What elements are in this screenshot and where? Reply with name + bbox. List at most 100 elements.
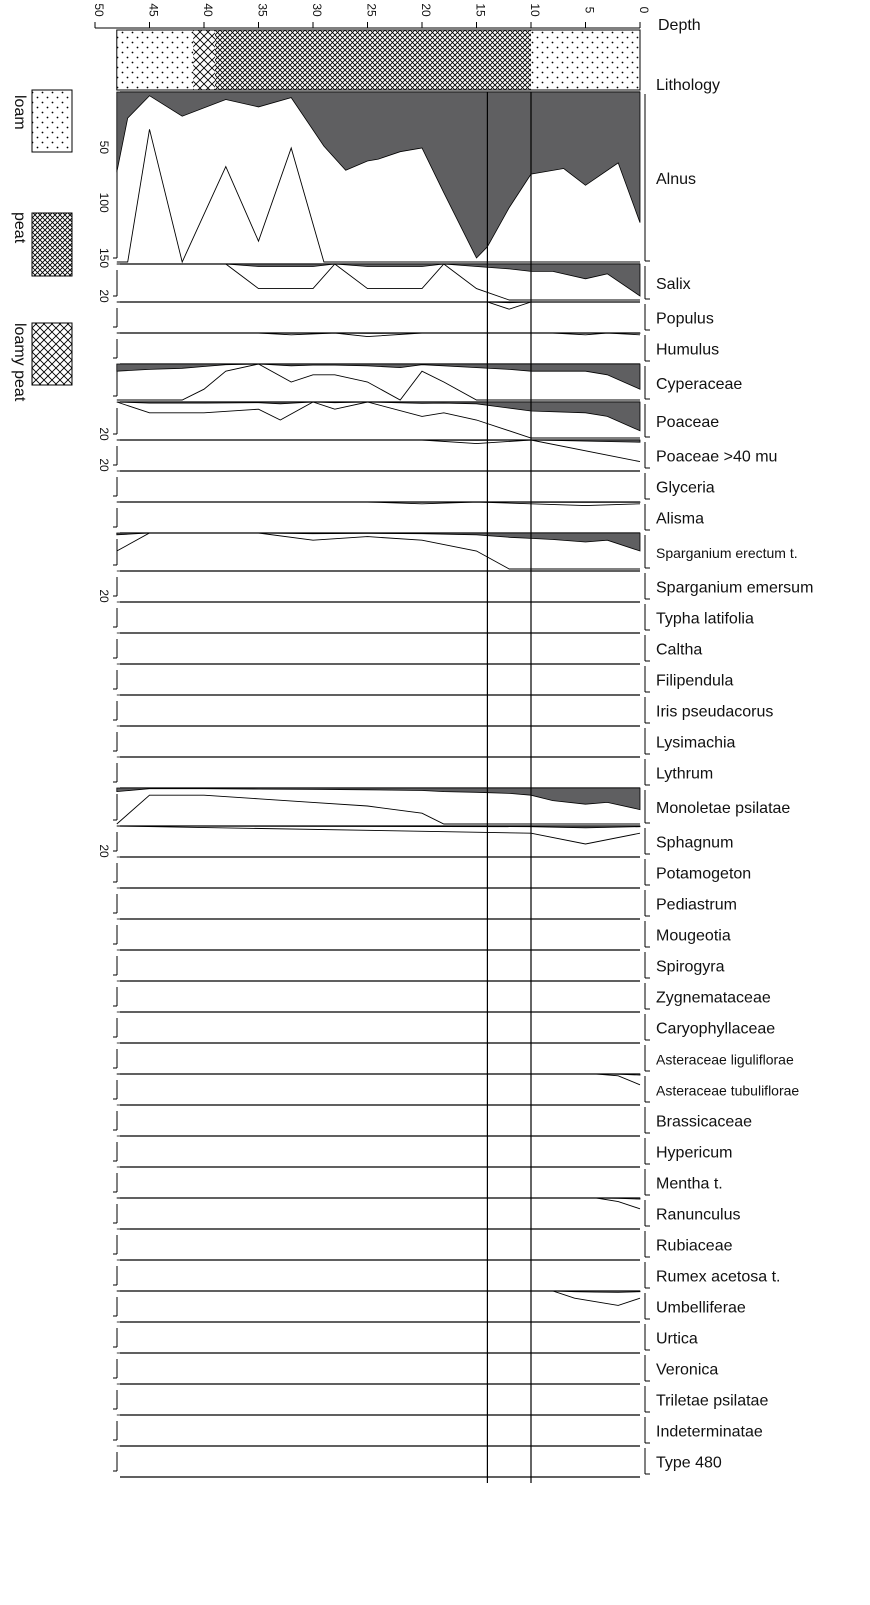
- depth-tick-label: 10: [528, 3, 542, 17]
- lithology-title: Lithology: [656, 77, 720, 94]
- taxon-label: Lythrum: [656, 766, 713, 783]
- panel-ranunculus: Ranunculus: [113, 1197, 741, 1227]
- panel-triletae-psilatae: Triletae psilatae: [113, 1383, 768, 1413]
- legend-label: loamy peat: [11, 323, 28, 402]
- depth-tick-label: 15: [474, 3, 488, 17]
- taxon-label: Mougeotia: [656, 928, 731, 945]
- panel-exaggeration-curve: [116, 501, 641, 507]
- taxon-label: Asteraceae tubuliflorae: [656, 1083, 799, 1099]
- taxon-label: Mentha t.: [656, 1176, 723, 1193]
- depth-tick-label: 0: [637, 7, 651, 14]
- taxon-label: Zygnemataceae: [656, 990, 771, 1007]
- panel-potamogeton: Potamogeton: [113, 856, 751, 886]
- panel-silhouette: [116, 825, 641, 829]
- taxon-label: Urtica: [656, 1331, 698, 1348]
- panel-hypericum: Hypericum: [113, 1135, 732, 1165]
- panel-spirogyra: Spirogyra: [113, 949, 725, 979]
- panel-pediastrum: Pediastrum: [113, 887, 737, 917]
- panel-salix: 20 Salix: [97, 263, 691, 303]
- panel-scale-label: 20: [97, 427, 111, 441]
- taxon-label: Type 480: [656, 1455, 722, 1472]
- panel-silhouette: [116, 363, 641, 390]
- panel-brassicaceae: Brassicaceae: [113, 1104, 752, 1134]
- panel-zygnemataceae: Zygnemataceae: [113, 980, 771, 1010]
- legend-swatch-peat: [31, 212, 73, 277]
- lithology-column: [116, 29, 641, 91]
- taxon-label: Indeterminatae: [656, 1424, 763, 1441]
- depth-tick-label: 5: [583, 7, 597, 14]
- lithology-frame: [116, 29, 641, 91]
- panel-exaggeration-curve: [116, 794, 640, 825]
- panel-scale-label: 20: [97, 589, 111, 603]
- panel-typha-latifolia: Typha latifolia: [113, 601, 754, 631]
- taxon-label: Humulus: [656, 342, 719, 359]
- taxon-label: Brassicaceae: [656, 1114, 752, 1131]
- panel-scale-label: 100: [97, 193, 111, 213]
- taxon-label: Veronica: [656, 1362, 718, 1379]
- panel-scale-label: 150: [97, 248, 111, 268]
- depth-axis: 0 5 10 15 20 25 30 35 40 45 50: [92, 3, 651, 29]
- taxon-label: Pediastrum: [656, 897, 737, 914]
- taxon-label: Alisma: [656, 511, 704, 528]
- panel-exaggeration-curve: [116, 301, 640, 310]
- depth-tick-label: 25: [365, 3, 379, 17]
- taxon-label: Rubiaceae: [656, 1238, 733, 1255]
- panel-sparganium-emersum: 20 Sparganium emersum: [97, 570, 813, 603]
- panel-exaggeration-curve: [116, 1290, 641, 1306]
- legend-label: peat: [11, 212, 28, 244]
- panel-urtica: Urtica: [113, 1321, 698, 1351]
- panel-exaggeration-curve: [116, 1197, 641, 1210]
- taxon-label: Hypericum: [656, 1145, 732, 1162]
- lithology-unit-peat: [214, 30, 531, 90]
- panel-exaggeration-curve: [116, 532, 640, 570]
- taxon-label: Caryophyllaceae: [656, 1021, 775, 1038]
- lithology-unit-loam: [531, 30, 640, 90]
- taxon-label: Rumex acetosa t.: [656, 1269, 781, 1286]
- panel-populus: Populus: [113, 301, 714, 331]
- taxon-label: Iris pseudacorus: [656, 704, 773, 721]
- taxon-label: Sphagnum: [656, 835, 733, 852]
- panel-umbelliferae: Umbelliferae: [113, 1290, 746, 1320]
- taxon-label: Potamogeton: [656, 866, 751, 883]
- panel-sphagnum: 20 Sphagnum: [97, 825, 733, 858]
- panel-exaggeration-curve: [116, 363, 640, 401]
- taxon-label: Alnus: [656, 171, 696, 188]
- depth-tick-label: 20: [419, 3, 433, 17]
- taxon-label: Ranunculus: [656, 1207, 741, 1224]
- taxon-label: Cyperaceae: [656, 376, 742, 393]
- panel-lysimachia: Lysimachia: [113, 725, 736, 755]
- taxon-label: Triletae psilatae: [656, 1393, 768, 1410]
- panel-caryophyllaceae: Caryophyllaceae: [113, 1011, 775, 1041]
- panel-silhouette: [116, 263, 641, 297]
- taxon-label: Typha latifolia: [656, 611, 754, 628]
- taxon-label: Salix: [656, 276, 691, 293]
- panel-filipendula: Filipendula: [113, 663, 733, 693]
- taxon-label: Caltha: [656, 642, 702, 659]
- panel-cyperaceae: Cyperaceae: [113, 363, 742, 401]
- panel-silhouette: [116, 787, 641, 811]
- panel-caltha: Caltha: [113, 632, 702, 662]
- taxon-label: Filipendula: [656, 673, 733, 690]
- panel-rumex-acetosa-t: Rumex acetosa t.: [113, 1259, 781, 1289]
- legend-swatch-loamy-peat: [31, 322, 73, 386]
- panel-alnus: 50 100 150 Alnus: [97, 91, 696, 268]
- panel-exaggeration-curve: [116, 263, 640, 301]
- taxon-label: Poaceae >40 mu: [656, 449, 777, 466]
- taxon-label: Spirogyra: [656, 959, 725, 976]
- panel-exaggeration-curve: [116, 332, 641, 338]
- panel-scale-label: 50: [97, 141, 111, 155]
- taxon-label: Populus: [656, 311, 714, 328]
- legend-label: loam: [11, 95, 28, 130]
- panel-sparganium-erectum-t: Sparganium erectum t.: [113, 532, 798, 570]
- panel-iris-pseudacorus: Iris pseudacorus: [113, 694, 773, 724]
- panel-exaggeration-curve: [116, 825, 641, 845]
- depth-tick-label: 35: [256, 3, 270, 17]
- taxon-label: Asteraceae liguliflorae: [656, 1052, 794, 1068]
- panel-humulus: Humulus: [113, 332, 719, 362]
- taxon-label: Glyceria: [656, 480, 715, 497]
- panel-exaggeration-curve: [116, 401, 640, 439]
- taxon-label: Sparganium erectum t.: [656, 545, 798, 561]
- taxon-label: Monoletae psilatae: [656, 800, 790, 817]
- panel-indeterminatae: Indeterminatae: [113, 1414, 763, 1444]
- panel-rubiaceae: Rubiaceae: [113, 1228, 733, 1258]
